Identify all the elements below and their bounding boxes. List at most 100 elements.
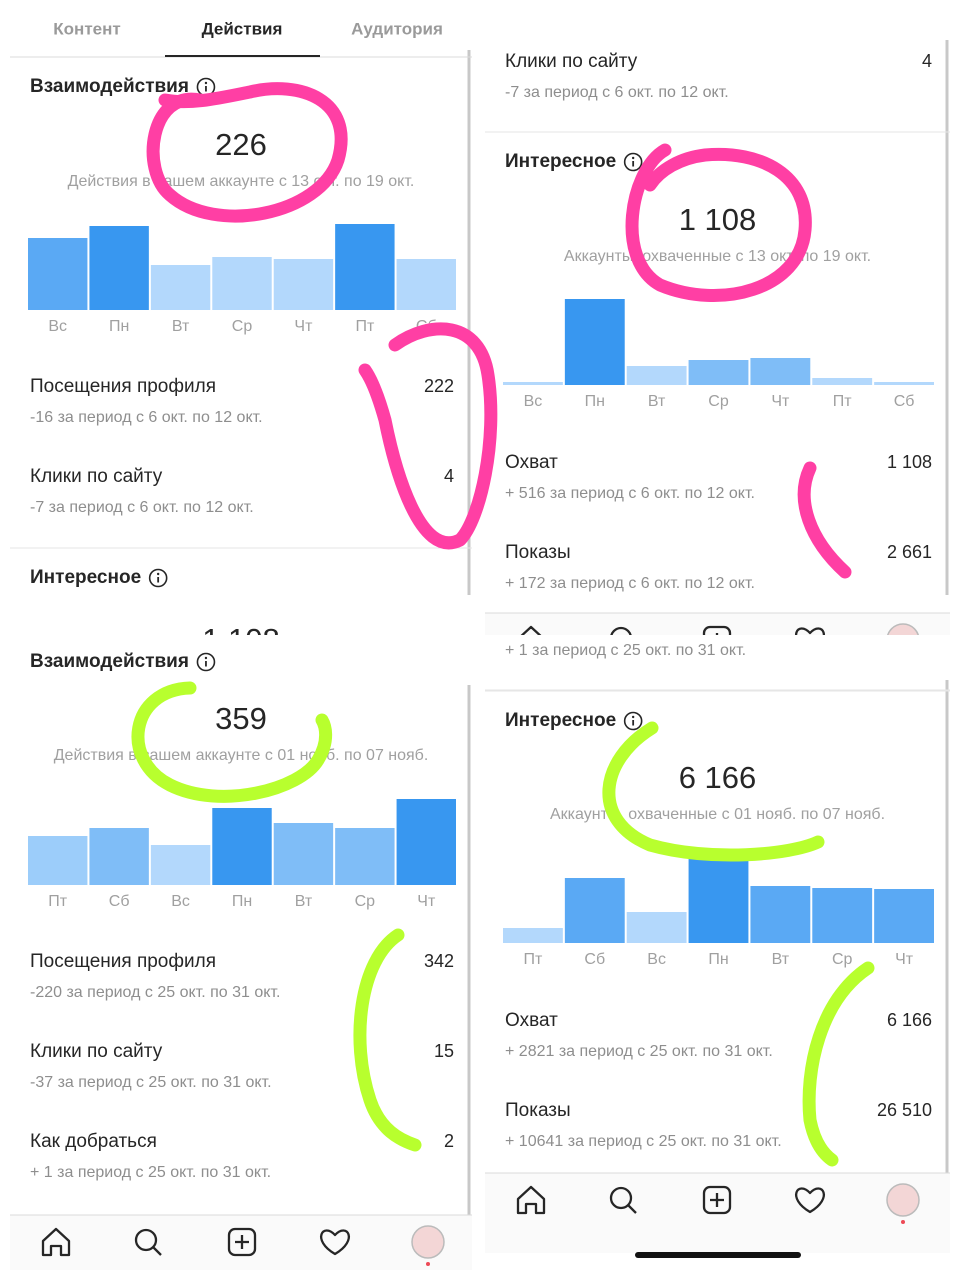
day-label: Чт — [771, 393, 790, 410]
day-label: Ср — [232, 318, 253, 335]
day-label: Вс — [48, 318, 67, 335]
scribble — [131, 681, 333, 803]
home-indicator — [635, 1252, 801, 1258]
scribble — [358, 322, 498, 550]
scribble — [353, 928, 422, 1152]
info-icon-dot — [156, 572, 160, 576]
panel-bg — [485, 640, 950, 1270]
nav-home — [516, 1185, 546, 1215]
nav-profile — [887, 623, 919, 635]
scribble — [602, 721, 825, 862]
tab: Аудитория — [351, 19, 443, 38]
section-heading: Интересное — [505, 151, 616, 172]
metric-value: 6 166 — [679, 760, 757, 795]
bar — [564, 299, 625, 385]
bar — [688, 360, 749, 385]
delta: -37 за период с 25 окт. по 31 окт. — [30, 1074, 272, 1091]
day-label: Сб — [109, 893, 130, 910]
bar — [273, 259, 334, 310]
bar — [273, 823, 334, 885]
panel: Взаимодействия 359 Действия в вашем аккаун… — [10, 645, 472, 1270]
panel-bg — [485, 0, 950, 635]
bar — [874, 889, 934, 943]
bar — [564, 878, 625, 943]
nav-search-handle — [152, 1246, 162, 1256]
bar — [750, 358, 811, 385]
scribble — [625, 143, 812, 302]
delta: -7 за период с 6 окт. по 12 окт. — [30, 499, 254, 516]
day-label: Чт — [417, 893, 436, 910]
bar — [335, 224, 395, 310]
day-label: Пн — [708, 951, 728, 968]
day-label: Сб — [584, 951, 605, 968]
metric-caption: Действия в вашем аккаунте с 13 окт. по 1… — [68, 173, 415, 190]
row-label: Клики по сайту — [505, 51, 638, 72]
info-icon-dot — [631, 715, 635, 719]
bar — [150, 265, 211, 310]
panel-bg — [10, 645, 472, 1270]
day-label: Пт — [524, 951, 544, 968]
section-heading: Взаимодействия — [30, 76, 189, 97]
tab: Действия — [202, 19, 283, 38]
nav-bar — [485, 613, 950, 635]
nav-dot — [426, 1262, 430, 1266]
row-label: Клики по сайту — [30, 1041, 163, 1062]
day-label: Вт — [172, 318, 190, 335]
nav-add-plus — [710, 1193, 724, 1207]
nav-heart — [795, 1187, 825, 1214]
bar — [750, 886, 811, 943]
info-icon — [148, 568, 168, 588]
info-icon — [623, 711, 643, 731]
bar — [335, 828, 395, 885]
day-label: Вс — [171, 893, 190, 910]
row-value: 26 510 — [877, 1100, 932, 1120]
bar — [28, 238, 88, 310]
bar — [626, 912, 687, 943]
nav-home — [520, 625, 542, 635]
tab: Контент — [53, 19, 120, 38]
row-label: Как добраться — [30, 1131, 157, 1152]
day-label: Чт — [294, 318, 313, 335]
day-label: Пн — [585, 393, 605, 410]
row-value: 2 — [444, 1131, 454, 1151]
metric-value: 1 108 — [679, 202, 757, 237]
delta: + 1 за период с 25 окт. по 31 окт. — [30, 1164, 271, 1181]
row-label: Клики по сайту — [30, 466, 163, 487]
bar — [212, 257, 272, 310]
bar — [503, 382, 563, 385]
row-value: 2 661 — [887, 542, 932, 562]
day-label: Вс — [524, 393, 543, 410]
info-icon — [623, 152, 643, 172]
delta: + 516 за период с 6 окт. по 12 окт. — [505, 485, 755, 502]
nav-heart — [795, 627, 825, 635]
section-heading: Интересное — [505, 710, 616, 731]
nav-search — [134, 1228, 158, 1252]
nav-search — [610, 626, 632, 635]
nav-home — [41, 1227, 71, 1257]
metric-value: 359 — [215, 701, 267, 736]
info-icon-dot — [631, 156, 635, 160]
panel: Взаимодействия 226 Действия в вашем аккаун… — [10, 10, 472, 635]
nav-heart — [320, 1229, 350, 1256]
row-value: 15 — [434, 1041, 454, 1061]
info-icon — [196, 652, 216, 672]
bar — [150, 845, 211, 885]
day-label: Вт — [295, 893, 313, 910]
day-label: Ср — [355, 893, 376, 910]
day-label: Чт — [895, 951, 914, 968]
nav-add — [702, 625, 732, 635]
delta: -220 за период с 25 окт. по 31 окт. — [30, 984, 280, 1001]
bar — [812, 378, 873, 385]
panel: + 1 за период с 25 окт. по 31 окт. Интере… — [485, 640, 950, 1270]
row-label: Посещения профиля — [30, 376, 216, 397]
nav-search — [609, 1186, 633, 1210]
bar — [89, 828, 149, 885]
row-value: 4 — [444, 466, 454, 486]
day-label: Пт — [355, 318, 375, 335]
bar — [688, 857, 749, 943]
nav-add — [227, 1227, 257, 1257]
scribble — [802, 961, 875, 1167]
row-value: 342 — [424, 951, 454, 971]
row-value: 6 166 — [887, 1010, 932, 1030]
